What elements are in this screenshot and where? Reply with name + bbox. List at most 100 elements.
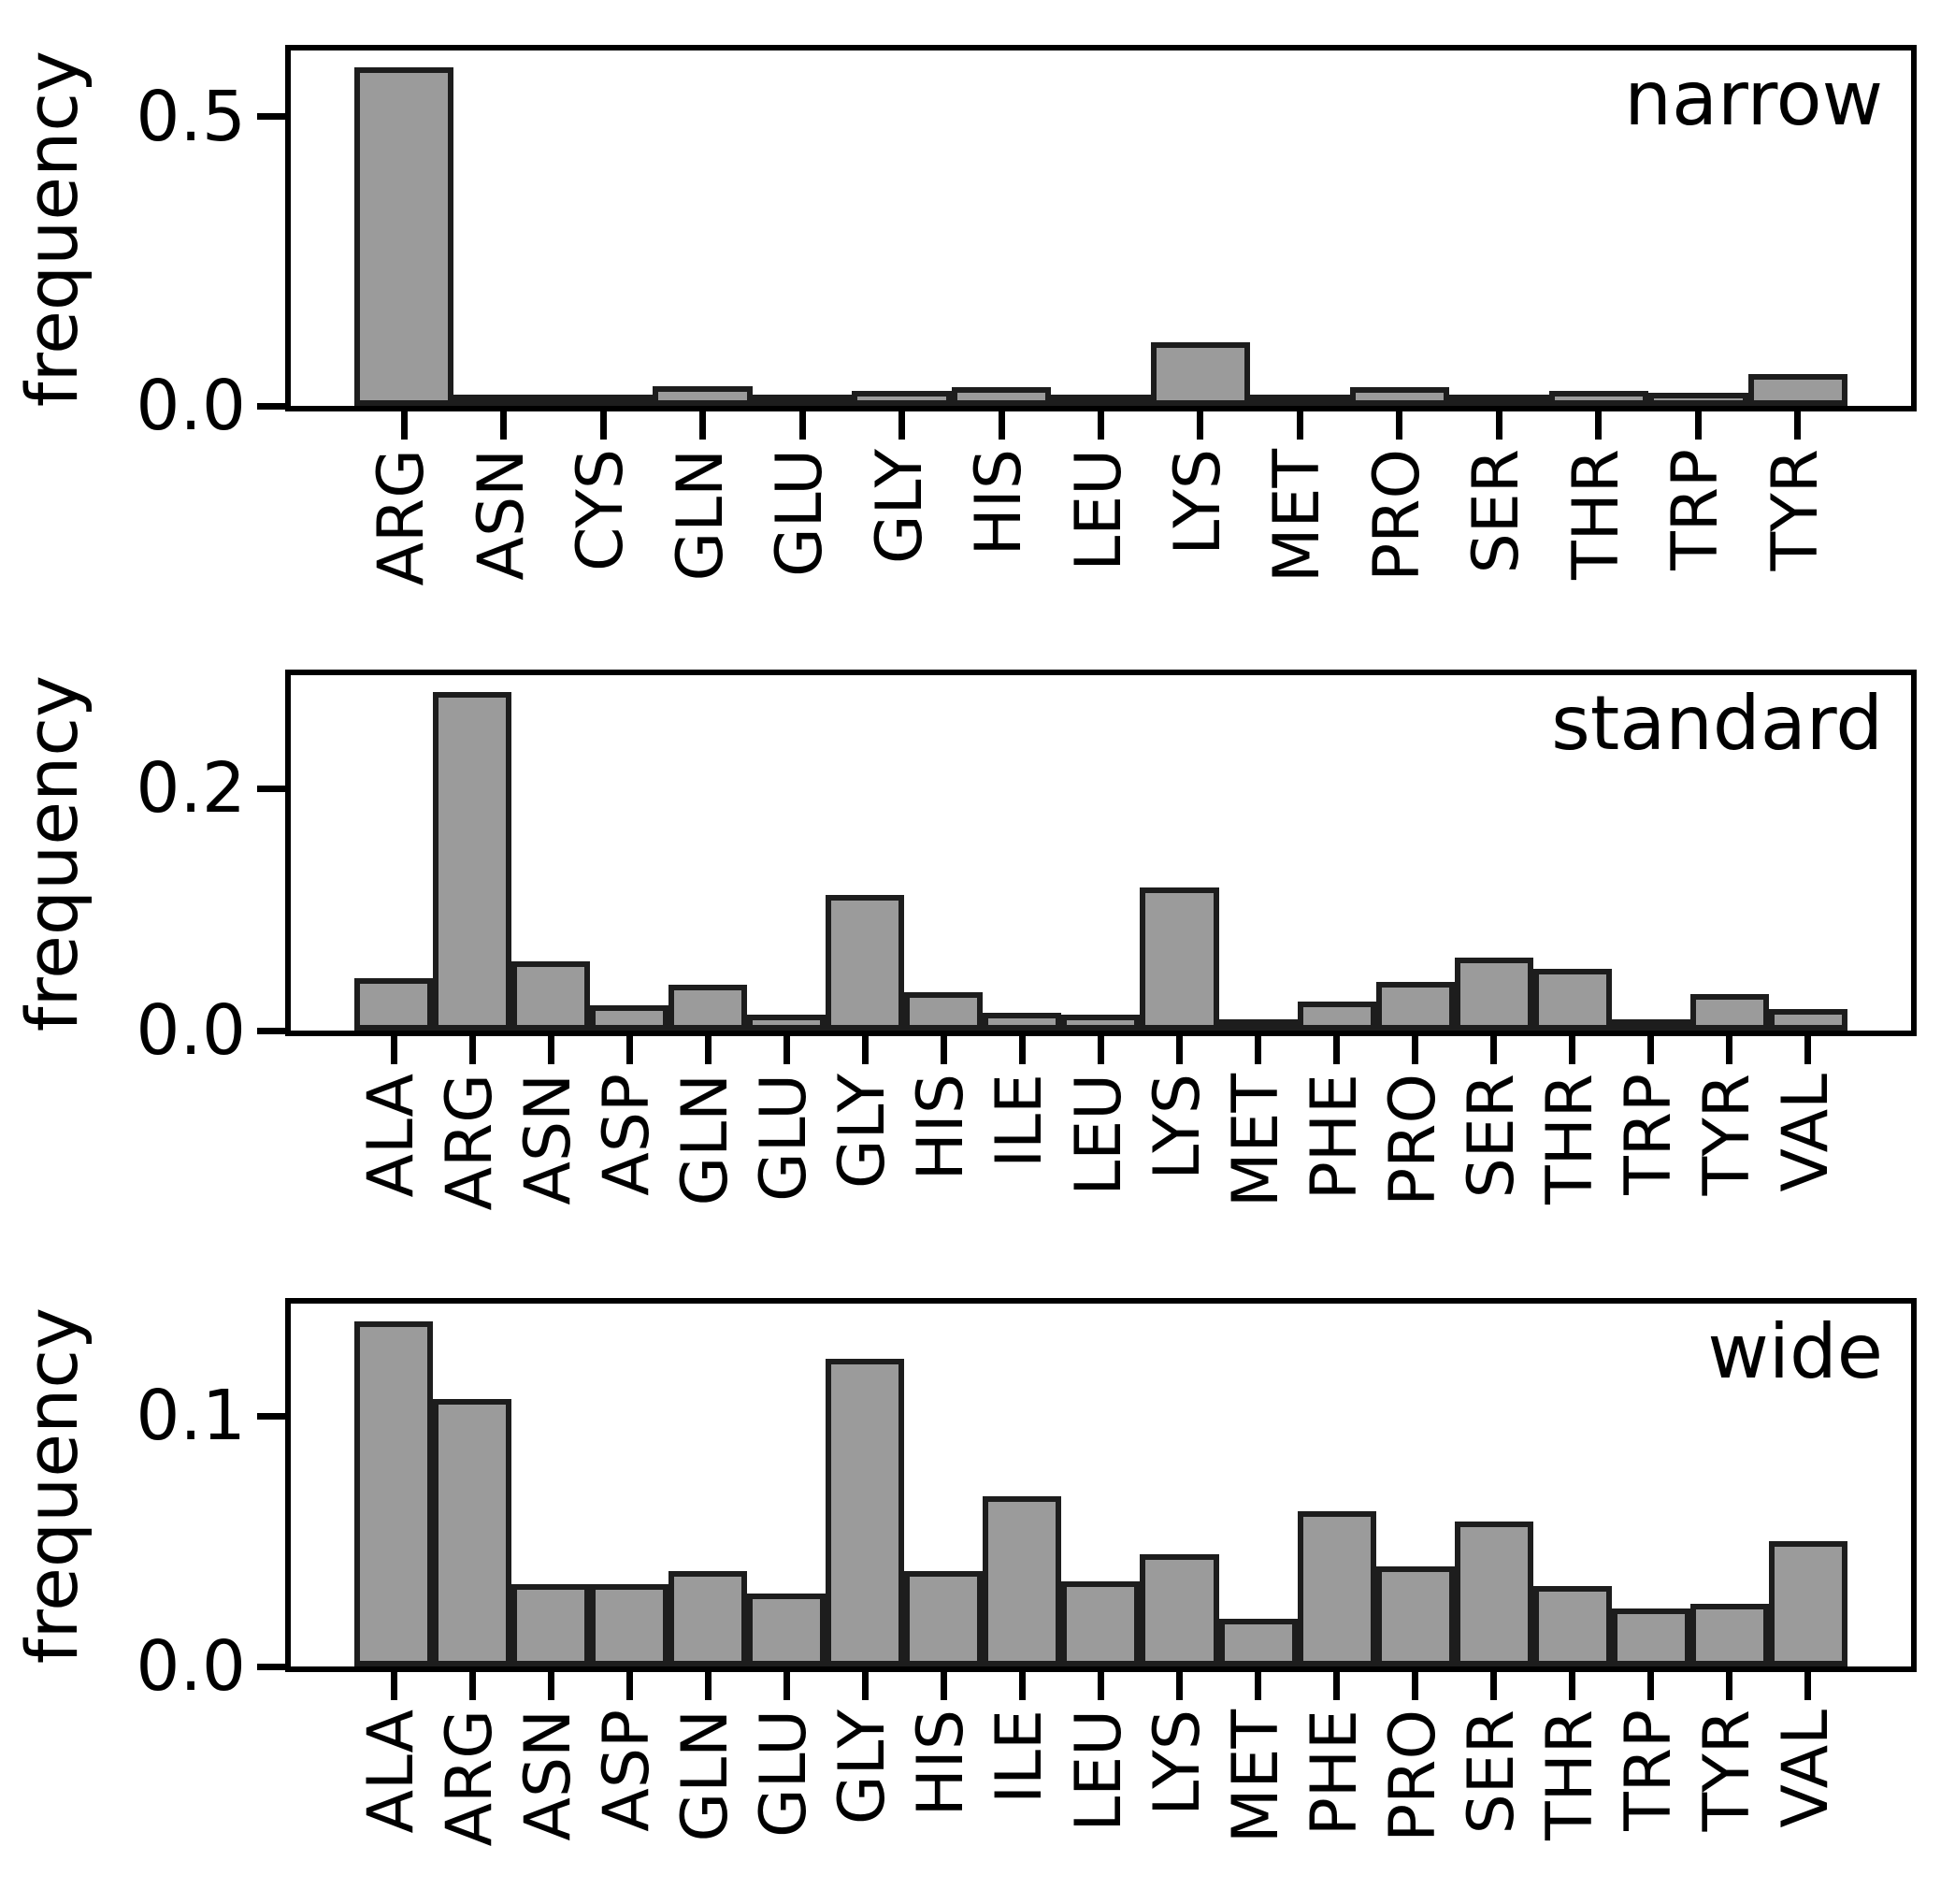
x-tick-mark xyxy=(547,1672,554,1700)
x-tick-mark xyxy=(1490,1036,1498,1064)
bar-tyr xyxy=(1689,994,1769,1031)
x-tick-label: LEU xyxy=(1061,449,1136,571)
x-tick-label: ARG xyxy=(433,1709,508,1847)
x-tick-mark xyxy=(1412,1036,1419,1064)
y-tick-label: 0.1 xyxy=(136,1376,246,1457)
bar-trp xyxy=(1611,1608,1690,1666)
x-tick-label: THR xyxy=(1559,449,1633,580)
x-tick-label: GLN xyxy=(668,1074,743,1206)
x-tick-label: SER xyxy=(1454,1074,1529,1199)
x-tick-label: PRO xyxy=(1375,1709,1450,1842)
x-tick-label: LYS xyxy=(1160,449,1235,555)
bar-his xyxy=(951,386,1052,406)
x-tick-mark xyxy=(998,411,1005,440)
y-axis-label: frequency xyxy=(10,1306,93,1664)
bar-pro xyxy=(1349,387,1450,406)
x-tick-label: HIS xyxy=(962,449,1037,556)
x-tick-label: LEU xyxy=(1061,1709,1136,1832)
bar-ala xyxy=(354,1320,434,1666)
x-tick-label: LEU xyxy=(1061,1074,1136,1196)
x-tick-mark xyxy=(1333,1672,1341,1700)
x-tick-mark xyxy=(1255,1672,1262,1700)
x-tick-label: ASN xyxy=(464,449,539,581)
x-tick-mark xyxy=(1694,411,1702,440)
x-tick-label: ASP xyxy=(590,1709,665,1832)
x-tick-mark xyxy=(1490,1672,1498,1700)
x-tick-mark xyxy=(1098,411,1104,440)
bar-his xyxy=(904,1571,984,1666)
bar-met xyxy=(1218,1019,1298,1031)
x-tick-mark xyxy=(500,411,508,440)
x-tick-label: GLN xyxy=(663,449,738,582)
bar-gly xyxy=(852,390,952,406)
x-tick-mark xyxy=(1569,1672,1576,1700)
x-tick-mark xyxy=(1098,1036,1104,1064)
plot-area-standard: standard xyxy=(285,670,1917,1036)
x-tick-mark xyxy=(1726,1036,1733,1064)
x-tick-label: LYS xyxy=(1140,1709,1215,1816)
y-tick-mark xyxy=(257,1027,285,1034)
x-tick-mark xyxy=(699,411,707,440)
bar-ser xyxy=(1449,395,1549,406)
bar-asp xyxy=(590,1004,669,1031)
x-tick-mark xyxy=(1804,1036,1812,1064)
x-tick-label: TYR xyxy=(1689,1074,1764,1196)
bar-met xyxy=(1250,395,1350,406)
x-tick-label: MET xyxy=(1260,449,1335,584)
bar-gly xyxy=(826,895,905,1031)
bar-asn xyxy=(511,961,591,1031)
x-tick-label: HIS xyxy=(904,1074,979,1181)
y-axis-label: frequency xyxy=(10,674,93,1031)
bar-val xyxy=(1768,1541,1847,1666)
bar-phe xyxy=(1297,1001,1376,1031)
x-tick-mark xyxy=(940,1672,947,1700)
x-tick-label: MET xyxy=(1218,1074,1293,1208)
bar-tyr xyxy=(1747,373,1848,406)
x-tick-label: GLY xyxy=(826,1074,900,1190)
x-tick-label: TRP xyxy=(1611,1709,1686,1831)
bar-gln xyxy=(668,984,748,1031)
x-tick-mark xyxy=(468,1672,476,1700)
bar-thr xyxy=(1532,969,1612,1031)
bar-asn xyxy=(453,395,553,406)
x-tick-label: TYR xyxy=(1758,449,1833,571)
bar-arg xyxy=(354,66,454,406)
x-tick-label: ALA xyxy=(354,1709,429,1834)
bar-val xyxy=(1768,1008,1847,1031)
x-tick-mark xyxy=(390,1036,397,1064)
x-tick-label: GLN xyxy=(668,1709,743,1842)
x-tick-label: GLU xyxy=(747,1709,822,1838)
x-tick-label: ASP xyxy=(590,1074,665,1196)
x-tick-mark xyxy=(625,1036,633,1064)
y-tick-label: 0.0 xyxy=(136,1626,246,1707)
x-tick-label: GLU xyxy=(763,449,838,577)
x-tick-label: ARG xyxy=(433,1074,508,1211)
y-tick-mark xyxy=(257,402,285,410)
x-tick-label: GLY xyxy=(862,449,937,565)
bar-thr xyxy=(1548,390,1649,406)
y-tick-label: 0.2 xyxy=(136,748,246,829)
x-tick-label: PHE xyxy=(1297,1709,1372,1837)
x-tick-mark xyxy=(940,1036,947,1064)
x-tick-label: TRP xyxy=(1659,449,1733,570)
x-tick-label: TRP xyxy=(1611,1074,1686,1195)
subplot-title: standard xyxy=(1551,680,1883,767)
bar-his xyxy=(904,991,984,1031)
x-tick-mark xyxy=(1098,1672,1104,1700)
x-tick-label: SER xyxy=(1454,1709,1529,1835)
bar-ser xyxy=(1454,958,1533,1031)
x-tick-mark xyxy=(783,1036,790,1064)
bar-glu xyxy=(747,1015,827,1031)
x-tick-label: ALA xyxy=(354,1074,429,1198)
bar-ile xyxy=(983,1012,1062,1031)
x-tick-mark xyxy=(1595,411,1603,440)
x-tick-mark xyxy=(1495,411,1502,440)
bar-ser xyxy=(1454,1521,1533,1666)
bars-container xyxy=(291,1304,1911,1666)
bars-container xyxy=(291,675,1911,1031)
x-tick-mark xyxy=(400,411,408,440)
x-tick-mark xyxy=(1018,1036,1026,1064)
x-tick-mark xyxy=(798,411,806,440)
bar-gln xyxy=(653,385,753,406)
x-tick-mark xyxy=(1794,411,1802,440)
